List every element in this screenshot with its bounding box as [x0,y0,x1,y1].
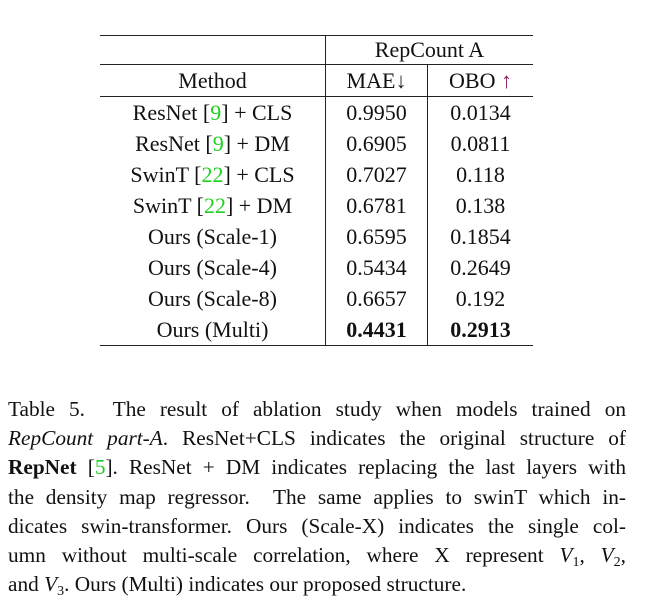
table-row: SwinT [22] + DM 0.6781 0.138 [100,190,533,221]
table-row: Ours (Multi) 0.4431 0.2913 [100,314,533,346]
method-cell: Ours (Scale-4) [148,255,277,280]
method-cell: SwinT [22] + DM [132,193,293,218]
mae-cell: 0.6905 [325,128,428,159]
obo-cell: 0.192 [427,283,533,314]
caption-line: and V3. Ours (Multi) indicates our propo… [8,572,467,600]
caption-line: RepCount part-A. ResNet+CLS indicates th… [8,426,627,451]
citation-link[interactable]: 9 [210,100,222,125]
method-header: Method [100,64,326,97]
obo-cell: 0.2649 [427,252,533,283]
table-row: ResNet [9] + CLS 0.9950 0.0134 [100,96,533,128]
mae-cell: 0.7027 [325,159,428,190]
obo-cell: 0.138 [427,190,533,221]
obo-cell: 0.1854 [427,221,533,252]
table-row: ResNet [9] + DM 0.6905 0.0811 [100,128,533,159]
results-table: RepCount A Method MAE↓ OBO ↑ ResNet [9] … [100,35,533,346]
mae-cell: 0.4431 [325,314,428,346]
caption-line: umn without multi-scale correlation, whe… [8,542,626,570]
method-cell: SwinT [22] + CLS [130,162,295,187]
method-cell: Ours (Scale-8) [148,286,277,311]
mae-cell: 0.5434 [325,252,428,283]
obo-cell: 0.118 [427,159,533,190]
method-cell: Ours (Scale-1) [148,224,277,249]
citation-link[interactable]: 5 [94,455,106,480]
empty-header-cell [100,35,326,65]
mae-cell: 0.6595 [325,221,428,252]
obo-header: OBO ↑ [427,64,533,97]
citation-link[interactable]: 22 [201,162,224,187]
table-row: Ours (Scale-1) 0.6595 0.1854 [100,221,533,252]
method-cell: ResNet [9] + DM [135,131,290,156]
table-row: Ours (Scale-8) 0.6657 0.192 [100,283,533,314]
mae-cell: 0.6781 [325,190,428,221]
obo-cell: 0.2913 [427,314,533,346]
method-cell: ResNet [9] + CLS [100,96,326,128]
obo-cell: 0.0811 [427,128,533,159]
caption-line: the density map regressor. The same appl… [8,484,626,509]
caption-line: RepNet [5]. ResNet + DM indicates replac… [8,455,626,480]
table-row: Ours (Scale-4) 0.5434 0.2649 [100,252,533,283]
method-cell: Ours (Multi) [100,314,326,346]
table-row: SwinT [22] + CLS 0.7027 0.118 [100,159,533,190]
down-arrow-icon: ↓ [395,68,407,93]
table-caption: Table 5. The result of ablation study wh… [8,395,626,599]
mae-header: MAE↓ [325,64,428,97]
group-header: RepCount A [325,35,533,65]
citation-link[interactable]: 9 [212,131,224,156]
caption-line: dicates swin-transformer. Ours (Scale-X)… [8,513,626,538]
up-arrow-icon: ↑ [500,68,512,93]
mae-cell: 0.6657 [325,283,428,314]
mae-cell: 0.9950 [325,96,428,128]
obo-cell: 0.0134 [427,96,533,128]
citation-link[interactable]: 22 [203,193,226,218]
caption-line: Table 5. The result of ablation study wh… [8,397,626,421]
